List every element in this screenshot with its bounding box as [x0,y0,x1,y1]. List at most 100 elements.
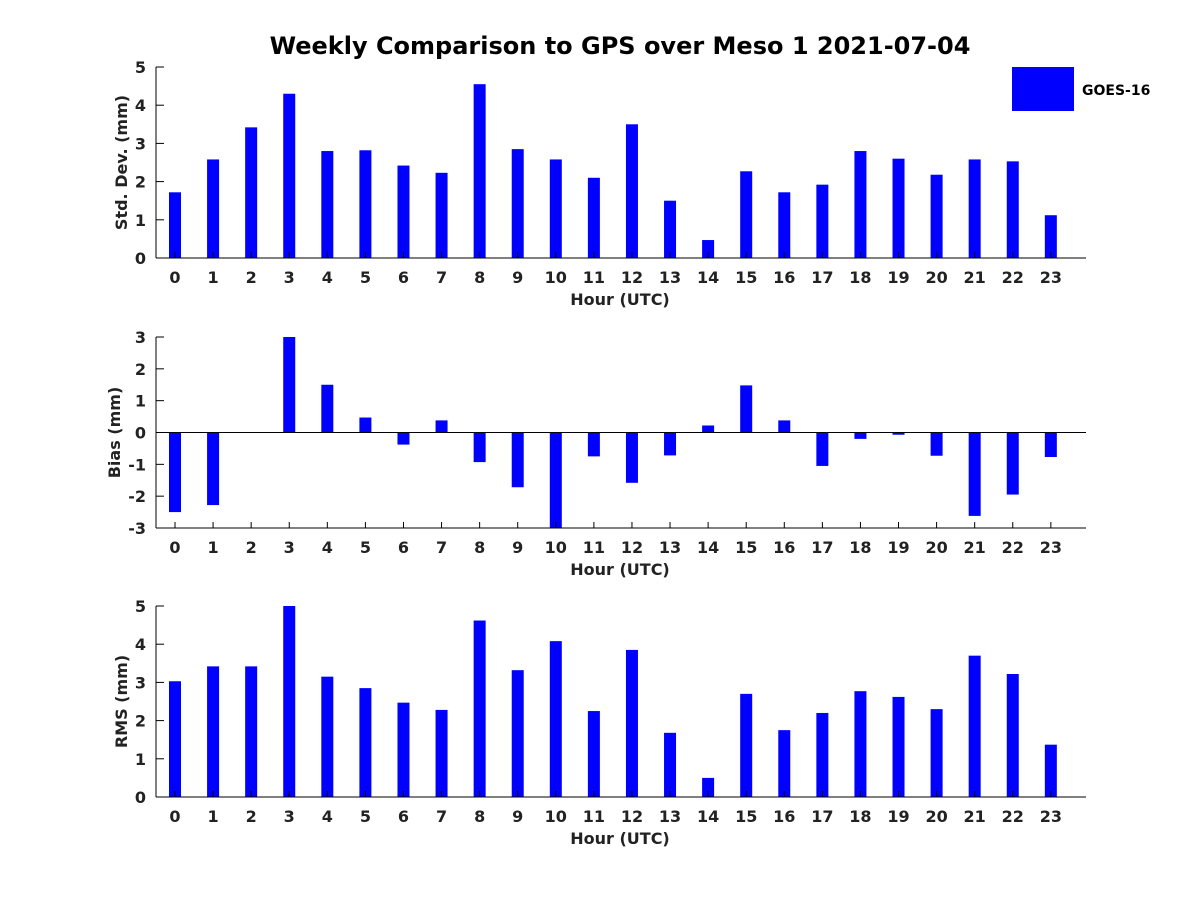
bias-bar-hour-6 [397,432,410,445]
std-dev-y-tick-label: 5 [135,58,146,77]
bias-x-tick-label: 19 [887,538,909,557]
std-dev-x-tick-label: 21 [964,268,986,287]
std-dev-bar-hour-4 [321,151,334,258]
std-dev-bar-hour-3 [283,93,296,259]
std-dev-bar-hour-19 [892,158,905,258]
std-dev-y-tick-label: 0 [135,249,146,268]
std-dev-bar-hour-14 [702,240,715,258]
std-dev-x-tick-label: 11 [583,268,605,287]
rms-x-tick-label: 3 [284,807,295,826]
bias-bar-hour-16 [778,420,791,433]
rms-bar-hour-13 [664,732,677,797]
bias-bar-hour-4 [321,384,334,433]
rms-bar-hour-21 [968,655,981,797]
rms-y-tick-label: 4 [135,635,146,654]
std-dev-x-tick-label: 6 [398,268,409,287]
std-dev-x-tick-label: 9 [512,268,523,287]
bias-y-tick-label: 0 [135,424,146,443]
bias-bar-hour-0 [169,432,181,513]
rms-x-tick-label: 2 [246,807,257,826]
bias-x-tick-label: 10 [545,538,567,557]
bias-x-tick-label: 5 [360,538,371,557]
bias-bar-hour-13 [664,432,677,456]
rms-x-tick-label: 11 [583,807,605,826]
std-dev-x-tick-label: 13 [659,268,681,287]
bias-bar-hour-21 [968,432,981,516]
legend: GOES-16 [1012,67,1150,111]
std-dev-y-tick-label: 4 [135,96,146,115]
bias-x-tick-label: 15 [735,538,757,557]
rms-y-tick-label: 5 [135,597,146,616]
bias-x-tick-label: 3 [284,538,295,557]
rms-bar-hour-12 [625,649,638,797]
rms-x-tick-label: 21 [964,807,986,826]
rms-y-tick-label: 3 [135,673,146,692]
rms-x-tick-label: 8 [474,807,485,826]
bias-x-tick-label: 8 [474,538,485,557]
std-dev-bar-hour-16 [778,192,791,258]
bias-bar-hour-1 [207,432,220,506]
std-dev-x-tick-label: 20 [925,268,947,287]
rms-bar-hour-2 [245,666,258,797]
rms-bar-hour-11 [587,711,600,797]
bias-y-tick-label: -1 [128,455,146,474]
rms-bar-hour-4 [321,676,334,797]
bias-bar-hour-14 [702,425,715,433]
bias-bar-hour-3 [283,337,296,433]
std-dev-bar-hour-1 [207,159,220,258]
rms-x-tick-label: 13 [659,807,681,826]
rms-x-tick-label: 22 [1002,807,1024,826]
std-dev-bar-hour-12 [625,124,638,258]
std-dev-x-tick-label: 12 [621,268,643,287]
bias-x-tick-label: 14 [697,538,719,557]
std-dev-bar-hour-13 [664,200,677,258]
rms-x-tick-label: 4 [322,807,333,826]
rms-x-tick-label: 9 [512,807,523,826]
bias-y-tick-label: 3 [135,328,146,347]
std-dev-x-tick-label: 7 [436,268,447,287]
bias-x-tick-label: 18 [849,538,871,557]
std-dev-bar-hour-11 [587,177,600,258]
bias-x-tick-label: 16 [773,538,795,557]
rms-y-tick-label: 2 [135,712,146,731]
rms-x-tick-label: 1 [208,807,219,826]
std-dev-bar-hour-17 [816,184,829,258]
bias-x-axis-label: Hour (UTC) [570,560,670,579]
rms-bar-hour-1 [207,666,220,797]
std-dev-y-tick-label: 1 [135,211,146,230]
bias-bar-hour-19 [892,432,905,435]
rms-bar-hour-6 [397,702,410,797]
bias-x-tick-label: 13 [659,538,681,557]
rms-x-tick-label: 0 [169,807,180,826]
rms-x-tick-label: 19 [887,807,909,826]
std-dev-bar-hour-8 [473,84,486,258]
rms-bar-hour-9 [511,670,524,797]
bias-bar-hour-10 [549,432,562,528]
std-dev-bar-hour-7 [435,172,448,258]
std-dev-x-tick-label: 22 [1002,268,1024,287]
std-dev-bar-hour-15 [740,171,753,258]
std-dev-x-tick-label: 1 [208,268,219,287]
bias-x-tick-label: 20 [925,538,947,557]
rms-x-tick-label: 20 [925,807,947,826]
rms-x-tick-label: 17 [811,807,833,826]
bias-bar-hour-11 [587,432,600,457]
bias-bar-hour-8 [473,432,486,463]
std-dev-bar-hour-18 [854,151,867,258]
bias-bar-hour-17 [816,432,829,466]
legend-swatch [1012,67,1074,111]
bias-bar-hour-23 [1044,432,1057,458]
bias-x-tick-label: 1 [208,538,219,557]
std-dev-bar-hour-6 [397,165,410,258]
std-dev-bar-hour-23 [1044,215,1057,258]
bias-x-tick-label: 7 [436,538,447,557]
rms-bar-hour-10 [549,641,562,797]
bias-bar-hour-12 [625,432,638,483]
bias-bar-hour-18 [854,432,867,439]
std-dev-y-axis-label: Std. Dev. (mm) [112,95,131,230]
rms-x-tick-label: 18 [849,807,871,826]
